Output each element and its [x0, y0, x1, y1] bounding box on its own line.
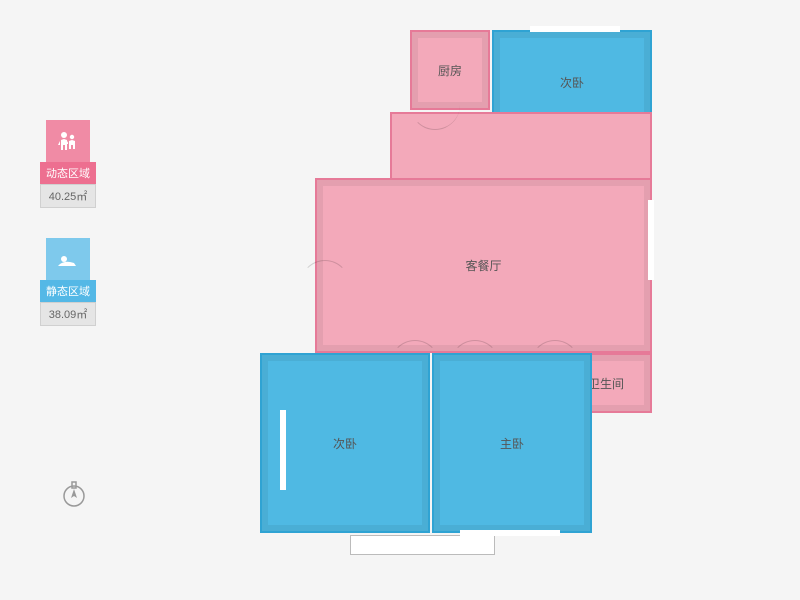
balcony: [350, 535, 495, 555]
window: [280, 410, 286, 490]
legend-value-static: 38.09㎡: [40, 302, 96, 326]
room-master: 主卧: [432, 353, 592, 533]
people-icon: [46, 120, 90, 164]
floorplan: 厨房 次卧 客餐厅 卫生间 次卧 主卧: [260, 20, 740, 580]
room-kitchen: 厨房: [410, 30, 490, 110]
legend-item-dynamic: 动态区域 40.25㎡: [40, 120, 96, 208]
window: [530, 26, 620, 32]
legend-label-dynamic: 动态区域: [40, 162, 96, 184]
legend-value-dynamic: 40.25㎡: [40, 184, 96, 208]
window: [648, 200, 654, 280]
room-living-main: 客餐厅: [315, 178, 652, 353]
legend-label-static: 静态区域: [40, 280, 96, 302]
legend-item-static: 静态区域 38.09㎡: [40, 238, 96, 326]
compass-icon: [60, 480, 88, 508]
window: [460, 530, 560, 536]
rest-icon: [46, 238, 90, 282]
legend: 动态区域 40.25㎡ 静态区域 38.09㎡: [40, 120, 96, 356]
room-living-upper: [390, 112, 652, 180]
